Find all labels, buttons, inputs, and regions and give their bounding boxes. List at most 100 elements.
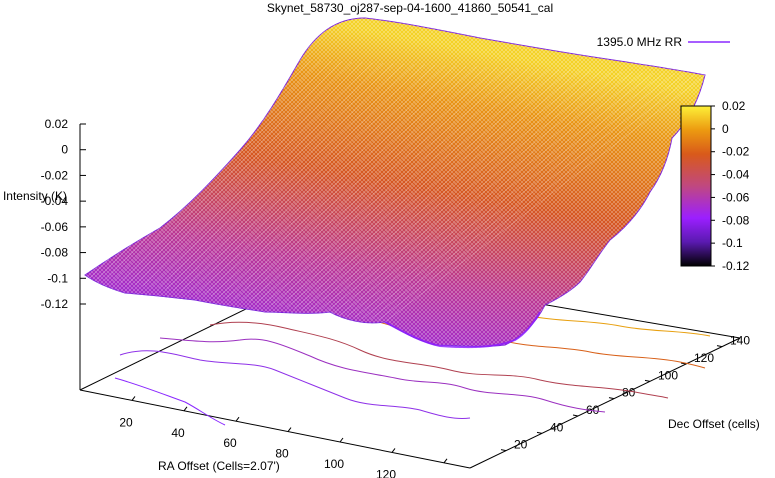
y-tick-mark xyxy=(608,397,615,400)
surface-mesh-lines xyxy=(89,59,706,323)
surface-mesh-line xyxy=(354,73,664,318)
z-tick-label: -0.08 xyxy=(41,246,69,260)
surface-mesh-line xyxy=(157,63,394,289)
y-tick-mark xyxy=(644,379,651,382)
surface-mesh-line xyxy=(210,65,467,297)
colorbar-tick-labels: 0.02 0 -0.02 -0.04 -0.06 -0.08 -0.1 -0.12 xyxy=(711,99,750,273)
colorbar-tick-label: -0.12 xyxy=(722,259,750,273)
surface-mesh-line xyxy=(271,69,550,306)
x-tick-label: 60 xyxy=(223,436,237,450)
surface-mesh-line xyxy=(142,62,373,287)
surface-mesh-line xyxy=(180,64,425,292)
surface-mesh-line xyxy=(233,67,498,300)
z-axis-label: Intensity (K) xyxy=(3,189,67,203)
surface-mesh-line xyxy=(278,69,560,307)
x-axis-label: RA Offset (Cells=2.07') xyxy=(158,459,280,473)
surface-mesh-line xyxy=(324,71,623,314)
surface-front-edge xyxy=(384,311,541,349)
contour-line xyxy=(114,377,226,426)
surface-mesh-line xyxy=(218,66,477,298)
x-tick-label: 80 xyxy=(275,447,289,461)
surface-mesh-line xyxy=(316,71,612,313)
surface-mesh-line xyxy=(195,65,446,294)
z-axis-tick-labels: 0.02 0 -0.02 -0.04 -0.06 -0.08 -0.1 -0.12 xyxy=(41,117,69,311)
colorbar-tick-label: 0.02 xyxy=(722,99,746,113)
surface-mesh-line xyxy=(286,69,571,308)
z-tick-label: 0.02 xyxy=(45,117,69,131)
y-tick-label: 80 xyxy=(622,386,636,400)
surface-mesh-line xyxy=(173,64,415,291)
x-tick-label: 20 xyxy=(119,415,133,429)
colorbar-tick-label: -0.06 xyxy=(722,190,750,204)
y-tick-label: 120 xyxy=(694,351,714,365)
surface-mesh-line xyxy=(263,68,540,305)
z-tick-label: -0.04 xyxy=(41,194,69,208)
y-tick-mark xyxy=(572,414,579,417)
y-tick-mark xyxy=(680,362,687,365)
x-tick-mark xyxy=(287,427,292,432)
surface xyxy=(84,17,706,347)
surface-mesh-line xyxy=(97,60,311,280)
y-tick-label: 20 xyxy=(514,438,528,452)
surface-mesh-line xyxy=(309,70,602,311)
surface-mesh-line xyxy=(384,74,706,323)
y-tick-label: 40 xyxy=(550,420,564,434)
surface-mesh-line xyxy=(248,67,519,302)
z-tick-label: -0.02 xyxy=(41,168,69,182)
surface-mesh xyxy=(85,18,705,347)
surface-mesh-line xyxy=(104,60,321,281)
colorbar-tick-label: -0.02 xyxy=(722,145,750,159)
surface-mesh-line xyxy=(120,61,342,283)
contour-line xyxy=(209,321,669,399)
surface-mesh-line xyxy=(294,70,581,309)
contour-line xyxy=(119,350,471,419)
y-tick-mark xyxy=(716,345,723,348)
surface-mesh-line xyxy=(347,72,654,317)
y-tick-label: 140 xyxy=(730,334,750,348)
legend-label: 1395.0 MHz RR xyxy=(597,35,683,49)
surface-mesh-line xyxy=(362,73,675,319)
y-tick-label: 100 xyxy=(658,368,678,382)
x-tick-mark xyxy=(339,437,344,443)
surface-mesh-line xyxy=(89,59,301,279)
colorbar-tick-label: -0.08 xyxy=(722,213,750,227)
x-tick-mark xyxy=(235,416,240,422)
z-tick-label: -0.1 xyxy=(47,271,68,285)
colorbar-tick-label: -0.04 xyxy=(722,168,750,182)
surface-mesh-line xyxy=(188,64,436,293)
surface-mesh-line xyxy=(165,63,405,290)
z-tick-label: 0 xyxy=(61,143,68,157)
x-tick-mark xyxy=(131,396,136,401)
surface-mesh-line xyxy=(241,67,508,301)
x-tick-label: 120 xyxy=(376,467,396,478)
surface-mesh-line xyxy=(256,68,529,304)
contour-line xyxy=(159,337,606,413)
z-axis-ticks xyxy=(80,123,86,305)
x-tick-mark xyxy=(183,406,188,412)
surface-mesh-line xyxy=(339,72,643,316)
x-tick-label: 100 xyxy=(324,457,344,471)
legend: 1395.0 MHz RR xyxy=(597,35,730,49)
surface-mesh-line xyxy=(331,72,633,315)
z-tick-label: -0.06 xyxy=(41,220,69,234)
surface-mesh-line xyxy=(112,60,332,282)
surface-mesh-line xyxy=(369,74,685,320)
surface-mesh-line xyxy=(127,61,353,284)
y-axis-tick-labels: 20 40 60 80 100 120 140 xyxy=(500,334,750,452)
y-tick-mark xyxy=(500,449,507,452)
y-tick-mark xyxy=(536,431,543,434)
z-tick-label: -0.12 xyxy=(41,297,69,311)
y-tick-label: 60 xyxy=(586,403,600,417)
surface-mesh-line xyxy=(225,66,488,299)
chart-title: Skynet_58730_oj287-sep-04-1600_41860_505… xyxy=(267,1,553,15)
surface-mesh-line xyxy=(150,62,384,288)
x-tick-mark xyxy=(443,458,448,464)
colorbar-tick-label: -0.1 xyxy=(722,236,743,250)
surface-mesh-line xyxy=(135,62,363,285)
surface-mesh-line xyxy=(377,74,695,322)
x-tick-label: 40 xyxy=(171,426,185,440)
colorbar-gradient xyxy=(680,105,712,267)
colorbar-tick-label: 0 xyxy=(722,122,729,136)
